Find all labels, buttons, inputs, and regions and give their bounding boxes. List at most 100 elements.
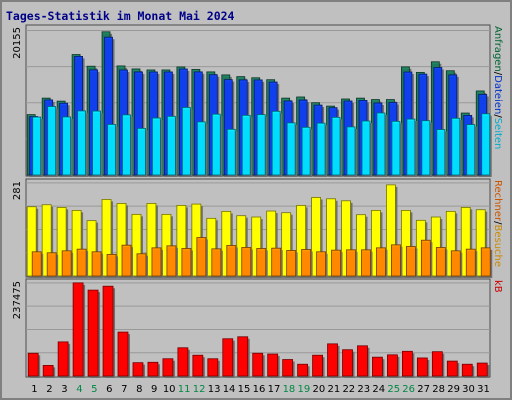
bar-kb-day-8	[132, 362, 145, 378]
series-seiten	[32, 106, 492, 177]
bar-seiten-day-7	[122, 114, 133, 177]
x-tick-label-day-31: 31	[477, 384, 490, 395]
x-tick-label-day-16: 16	[253, 384, 266, 395]
bar-kb-day-31	[476, 362, 490, 378]
bar-rechner-day-7	[121, 244, 134, 278]
legend-label-visits-0: Rechner	[492, 180, 503, 222]
series-rechner	[31, 237, 493, 278]
x-tick-label-day-5: 5	[91, 384, 97, 395]
bar-besuche-day-25	[386, 184, 398, 278]
bar-kb-day-14	[222, 338, 235, 378]
bar-kb-day-18	[282, 359, 295, 378]
bar-besuche-day-3	[56, 207, 69, 278]
bar-kb-day-22	[342, 349, 355, 378]
bar-besuche-day-23	[356, 214, 368, 278]
legend-label-requests-0: Anfragen	[492, 26, 503, 72]
bar-kb-day-26	[401, 350, 415, 378]
bar-besuche-day-2	[41, 204, 54, 278]
bar-besuche-day-19	[296, 205, 308, 278]
bar-kb-day-6	[102, 285, 116, 378]
bar-seiten-day-24	[376, 112, 387, 177]
bar-seiten-day-6	[107, 124, 118, 177]
bar-seiten-day-25	[391, 120, 402, 177]
bar-besuche-day-11	[176, 205, 188, 278]
bar-seiten-day-23	[361, 120, 372, 177]
bar-kb-day-13	[207, 358, 220, 378]
x-tick-label-day-26: 26	[402, 384, 415, 395]
bar-rechner-day-25	[391, 244, 403, 278]
bar-seiten-day-31	[481, 113, 492, 177]
bar-rechner-day-20	[316, 251, 328, 278]
bar-besuche-day-22	[341, 200, 353, 278]
x-tick-label-day-9: 9	[151, 384, 157, 395]
bar-rechner-day-8	[136, 253, 148, 278]
bar-rechner-day-22	[346, 249, 358, 278]
bar-rechner-day-26	[405, 246, 418, 278]
legend-label-requests-1: /	[492, 72, 503, 76]
bar-seiten-day-15	[241, 114, 253, 177]
legend-label-visits-2: Besuche	[492, 224, 503, 267]
x-tick-label-day-19: 19	[298, 384, 311, 395]
bar-besuche-day-1	[26, 206, 39, 278]
bar-rechner-day-21	[331, 249, 343, 278]
bar-kb-day-19	[297, 363, 310, 378]
panel-kb-legend: kB	[492, 280, 503, 293]
bar-seiten-day-26	[406, 118, 417, 177]
x-tick-label-day-27: 27	[417, 384, 430, 395]
x-tick-label-day-1: 1	[31, 384, 37, 395]
bar-seiten-day-21	[331, 116, 343, 177]
bar-seiten-day-4	[77, 110, 88, 177]
bar-kb-day-2	[42, 365, 56, 378]
bar-besuche-day-6	[101, 199, 114, 278]
bar-rechner-day-13	[211, 248, 223, 278]
bar-rechner-day-27	[420, 239, 433, 278]
panel-visits-bars	[26, 184, 493, 278]
bar-seiten-day-22	[346, 126, 358, 177]
bar-rechner-day-19	[301, 249, 313, 278]
bar-rechner-day-31	[480, 247, 493, 278]
x-tick-label-day-10: 10	[163, 384, 176, 395]
x-tick-label-day-17: 17	[268, 384, 281, 395]
bar-kb-day-5	[87, 289, 101, 378]
bar-rechner-day-11	[181, 248, 193, 278]
bar-seiten-day-2	[47, 106, 58, 177]
bar-rechner-day-15	[241, 247, 253, 278]
bar-kb-day-3	[57, 341, 71, 378]
series-besuche	[26, 184, 488, 278]
bar-rechner-day-3	[61, 250, 74, 278]
x-tick-label-day-3: 3	[61, 384, 67, 395]
x-tick-label-day-24: 24	[372, 384, 385, 395]
bar-besuche-day-4	[71, 209, 84, 278]
bar-kb-day-1	[27, 352, 41, 378]
legend-label-visits-1: /	[492, 221, 503, 225]
bar-kb-day-30	[461, 363, 475, 378]
bar-rechner-day-23	[361, 249, 373, 278]
bar-seiten-day-19	[301, 126, 313, 177]
bar-seiten-day-27	[421, 120, 432, 177]
x-tick-label-day-21: 21	[327, 384, 340, 395]
bar-seiten-day-1	[32, 116, 43, 177]
bar-seiten-day-16	[256, 114, 268, 177]
bar-rechner-day-5	[91, 251, 104, 278]
x-tick-label-day-22: 22	[342, 384, 355, 395]
bar-rechner-day-24	[376, 247, 388, 278]
x-tick-label-day-30: 30	[462, 384, 475, 395]
bar-rechner-day-17	[271, 247, 283, 278]
panel-requests: 20155 Anfragen/Dateien/Seiten	[12, 24, 503, 178]
bar-besuche-day-7	[116, 203, 129, 278]
bar-seiten-day-12	[196, 121, 208, 177]
bar-seiten-day-28	[436, 129, 447, 177]
x-tick-label-day-18: 18	[283, 384, 296, 395]
bar-kb-day-11	[177, 347, 190, 378]
bar-rechner-day-6	[106, 254, 119, 278]
x-tick-label-day-29: 29	[447, 384, 460, 395]
bar-kb-day-20	[312, 354, 325, 378]
legend-label-requests-3: /	[492, 114, 503, 118]
bar-kb-day-16	[252, 352, 265, 378]
bar-rechner-day-18	[286, 250, 298, 278]
bar-besuche-day-20	[311, 197, 323, 278]
bar-kb-day-17	[267, 353, 280, 378]
bar-seiten-day-30	[466, 124, 477, 177]
bar-seiten-day-29	[451, 117, 462, 177]
